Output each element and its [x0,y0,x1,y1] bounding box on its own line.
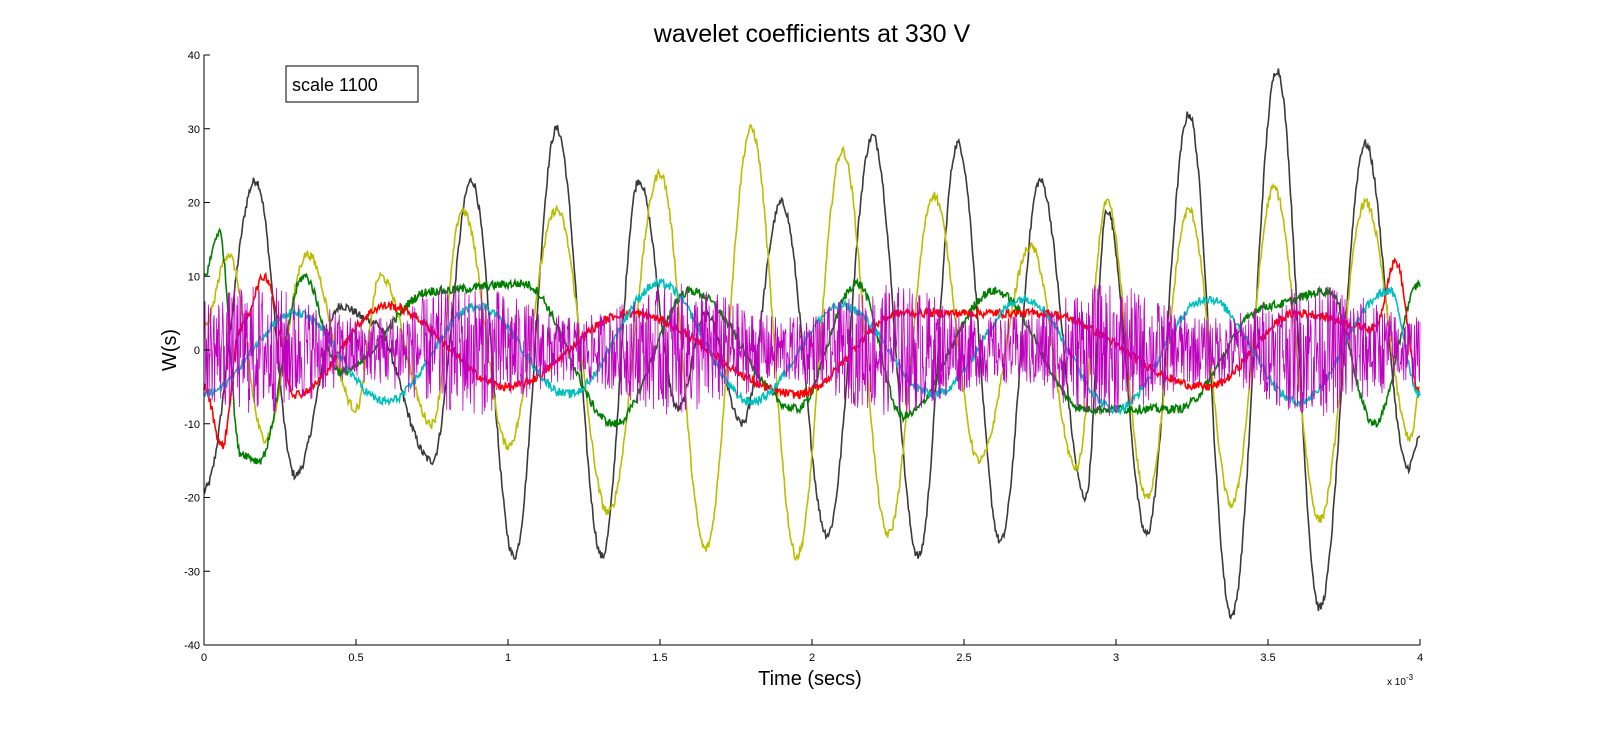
series-line-3 [203,227,1421,465]
y-tick-label: 30 [188,124,200,136]
x-tick-label: 1.5 [652,652,667,664]
plot-series [203,68,1421,620]
x-tick-label: 0 [201,652,207,664]
plot-axes [203,54,1421,646]
x-exponent-label: x 10-3 [1387,673,1414,688]
series-line-6 [203,283,1421,417]
y-tick-label: 10 [188,271,200,283]
x-axis-label: Time (secs) [758,668,862,690]
y-tick-label: -20 [184,493,200,505]
x-tick-label: 2 [809,652,815,664]
x-tick-label: 3.5 [1260,652,1275,664]
y-tick-label: 40 [188,50,200,62]
x-tick-label: 3 [1113,652,1119,664]
x-tick-label: 2.5 [956,652,971,664]
y-tick-label: 0 [194,345,200,357]
annotation-box: scale 1100 [285,65,419,103]
chart-title: wavelet coefficients at 330 V [653,20,971,48]
series-line-5 [203,277,1421,416]
annotation-frame [285,65,419,103]
y-tick-label: -40 [184,640,200,652]
x-tick-label: 4 [1417,652,1423,664]
y-tick-label: -30 [184,566,200,578]
series-line-4 [203,257,1421,450]
y-tick-label: 20 [188,198,200,210]
x-tick-label: 0.5 [348,652,363,664]
annotation-text: scale 1100 [292,75,378,95]
y-tick-label: -10 [184,419,200,431]
tick-labels: 0 0.5 1 1.5 2 2.5 3 3.5 4 -40 -30 -20 -10 0 10 20 30 40 [184,50,1423,664]
y-axis-label: W(s) [159,329,181,371]
x-tick-label: 1 [505,652,511,664]
